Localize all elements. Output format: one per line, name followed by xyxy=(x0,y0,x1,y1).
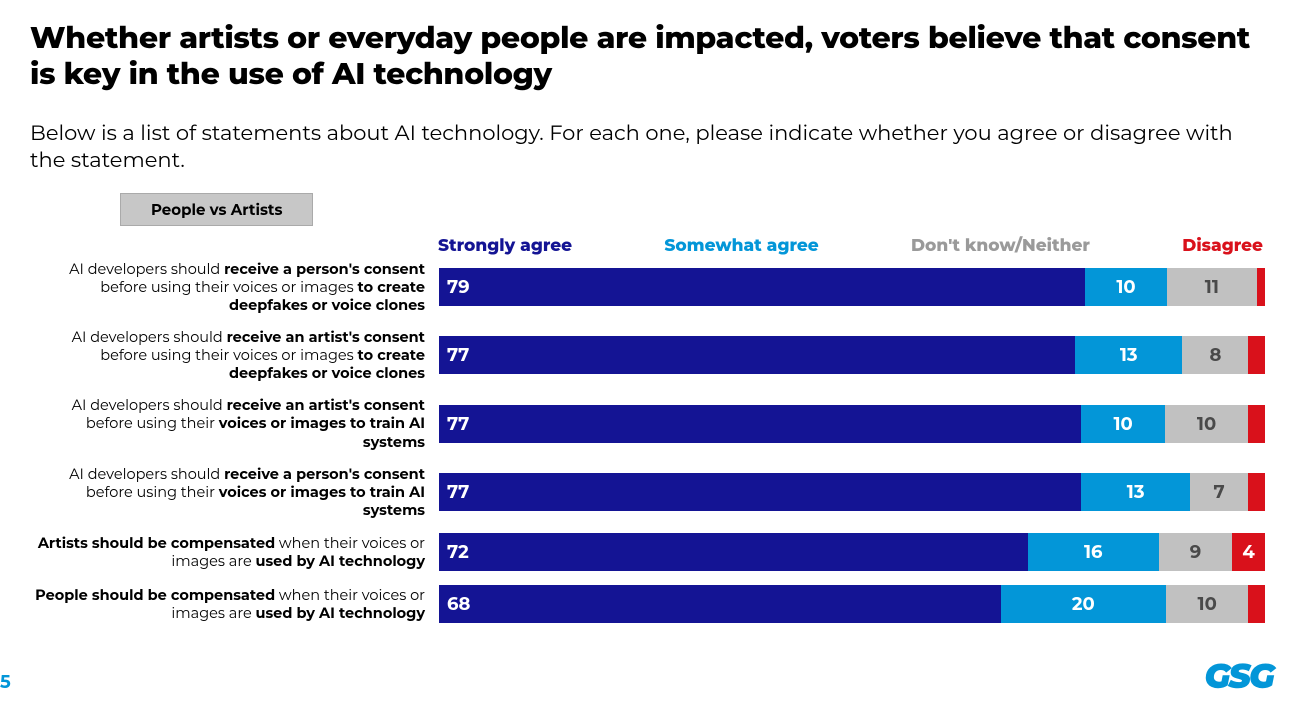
seg-disagree xyxy=(1248,336,1265,374)
stacked-bar: 77138 xyxy=(439,336,1265,374)
stacked-bar: 721694 xyxy=(439,533,1265,571)
stacked-bar: 791011 xyxy=(439,268,1265,306)
chart-container: People vs Artists Strongly agree Somewha… xyxy=(30,193,1265,624)
bar-row: People should be compensated when their … xyxy=(30,585,1265,623)
legend: Strongly agree Somewhat agree Don't know… xyxy=(438,236,1263,256)
legend-somewhat-agree: Somewhat agree xyxy=(664,236,818,256)
seg-somewhat-agree: 13 xyxy=(1075,336,1182,374)
seg-somewhat-agree: 10 xyxy=(1085,268,1167,306)
row-label: Artists should be compensated when their… xyxy=(30,534,425,570)
legend-strongly-agree: Strongly agree xyxy=(438,236,572,256)
seg-strongly-agree: 77 xyxy=(439,473,1081,511)
seg-strongly-agree: 77 xyxy=(439,405,1081,443)
seg-neither: 7 xyxy=(1190,473,1248,511)
row-label: AI developers should receive an artist's… xyxy=(30,396,425,450)
seg-somewhat-agree: 16 xyxy=(1028,533,1159,571)
row-label: AI developers should receive a person's … xyxy=(30,465,425,519)
seg-disagree xyxy=(1248,473,1265,511)
seg-strongly-agree: 77 xyxy=(439,336,1075,374)
row-label: AI developers should receive an artist's… xyxy=(30,328,425,382)
legend-neither: Don't know/Neither xyxy=(911,236,1090,256)
seg-disagree xyxy=(1248,585,1265,623)
seg-strongly-agree: 68 xyxy=(439,585,1001,623)
seg-strongly-agree: 79 xyxy=(439,268,1085,306)
seg-neither: 11 xyxy=(1167,268,1257,306)
question-text: Below is a list of statements about AI t… xyxy=(30,120,1265,175)
bar-row: AI developers should receive a person's … xyxy=(30,260,1265,314)
legend-disagree: Disagree xyxy=(1182,236,1263,256)
gsg-logo: GSG xyxy=(1204,655,1273,697)
bar-row: AI developers should receive an artist's… xyxy=(30,328,1265,382)
tab-row: People vs Artists xyxy=(120,193,1265,226)
seg-somewhat-agree: 20 xyxy=(1001,585,1166,623)
seg-disagree xyxy=(1257,268,1265,306)
bar-row: AI developers should receive an artist's… xyxy=(30,396,1265,450)
bar-row: AI developers should receive a person's … xyxy=(30,465,1265,519)
row-label: People should be compensated when their … xyxy=(30,586,425,622)
seg-neither: 8 xyxy=(1182,336,1248,374)
seg-strongly-agree: 72 xyxy=(439,533,1028,571)
stacked-bar: 771010 xyxy=(439,405,1265,443)
seg-disagree xyxy=(1248,405,1265,443)
bar-row: Artists should be compensated when their… xyxy=(30,533,1265,571)
seg-somewhat-agree: 10 xyxy=(1081,405,1164,443)
seg-somewhat-agree: 13 xyxy=(1081,473,1189,511)
page-number: 5 xyxy=(0,671,11,693)
page-title: Whether artists or everyday people are i… xyxy=(30,20,1265,92)
row-label: AI developers should receive a person's … xyxy=(30,260,425,314)
seg-neither: 10 xyxy=(1165,405,1248,443)
stacked-bar: 77137 xyxy=(439,473,1265,511)
bar-rows: AI developers should receive a person's … xyxy=(30,260,1265,624)
seg-neither: 10 xyxy=(1166,585,1249,623)
stacked-bar: 682010 xyxy=(439,585,1265,623)
seg-neither: 9 xyxy=(1159,533,1233,571)
tab-people-vs-artists[interactable]: People vs Artists xyxy=(120,193,313,226)
seg-disagree: 4 xyxy=(1232,533,1265,571)
